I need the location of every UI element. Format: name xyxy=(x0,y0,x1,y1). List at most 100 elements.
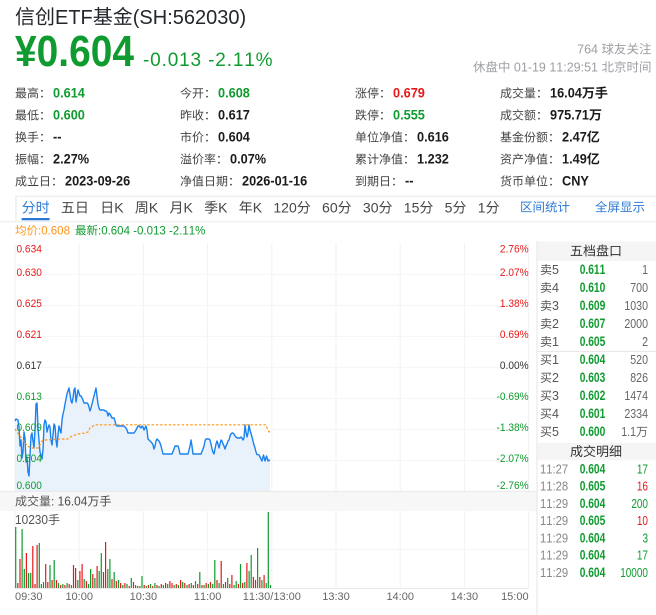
svg-text:11:29: 11:29 xyxy=(540,514,568,528)
svg-text:0.616: 0.616 xyxy=(417,129,449,145)
svg-text:200: 200 xyxy=(631,497,648,511)
svg-text:-0.013 -2.11%: -0.013 -2.11% xyxy=(143,50,273,71)
svg-text:16: 16 xyxy=(637,480,648,494)
svg-text:--: -- xyxy=(53,129,62,145)
svg-text:1: 1 xyxy=(478,200,486,216)
svg-text:10000: 10000 xyxy=(620,566,648,580)
svg-text:1: 1 xyxy=(552,335,559,349)
svg-text:0.609: 0.609 xyxy=(17,422,42,434)
svg-text:11:29: 11:29 xyxy=(540,549,568,563)
svg-text:1: 1 xyxy=(552,353,559,367)
svg-text:K: K xyxy=(253,200,263,216)
svg-text:5: 5 xyxy=(445,200,453,216)
svg-text:0.608: 0.608 xyxy=(218,85,250,101)
svg-text:11:30/13:00: 11:30/13:00 xyxy=(243,591,301,603)
svg-text:3: 3 xyxy=(552,299,559,313)
svg-text:0.613: 0.613 xyxy=(17,391,42,403)
svg-text:60: 60 xyxy=(322,200,338,216)
svg-text:2000: 2000 xyxy=(624,317,648,331)
svg-text:K: K xyxy=(183,200,193,216)
svg-text:0.601: 0.601 xyxy=(580,405,606,421)
svg-text:520: 520 xyxy=(630,353,648,367)
svg-text:975.71: 975.71 xyxy=(550,107,589,123)
svg-text:-0.69%: -0.69% xyxy=(497,391,529,403)
svg-text:1.232: 1.232 xyxy=(417,151,449,167)
svg-text:0.600: 0.600 xyxy=(53,107,85,123)
svg-text:0.605: 0.605 xyxy=(580,333,606,349)
svg-text:0.607: 0.607 xyxy=(580,315,606,331)
svg-text:0.630: 0.630 xyxy=(17,267,42,279)
svg-text:764: 764 xyxy=(577,43,601,57)
svg-text:14:00: 14:00 xyxy=(386,591,414,603)
svg-text:1030: 1030 xyxy=(624,299,648,313)
svg-text:0.604: 0.604 xyxy=(580,495,606,511)
svg-text:2023-09-26: 2023-09-26 xyxy=(65,173,130,189)
svg-text:0.605: 0.605 xyxy=(580,478,606,494)
svg-text:0.617: 0.617 xyxy=(17,360,42,372)
svg-text:-2.07%: -2.07% xyxy=(497,453,529,465)
svg-text:10230: 10230 xyxy=(15,513,48,527)
svg-text:0.617: 0.617 xyxy=(218,107,250,123)
svg-text:0.605: 0.605 xyxy=(580,512,606,528)
svg-text:4: 4 xyxy=(552,281,559,295)
svg-text:--: -- xyxy=(405,173,414,189)
svg-text:11:00: 11:00 xyxy=(194,591,222,603)
svg-text::0.604 -0.013 -2.11%: :0.604 -0.013 -2.11% xyxy=(98,226,205,238)
svg-text::0.608: :0.608 xyxy=(38,226,70,238)
svg-text:120: 120 xyxy=(273,200,297,216)
svg-text:0.00%: 0.00% xyxy=(500,360,529,372)
svg-text:2.07%: 2.07% xyxy=(500,267,529,279)
svg-text:15: 15 xyxy=(404,200,420,216)
svg-text:5: 5 xyxy=(552,425,559,439)
svg-text:30: 30 xyxy=(363,200,379,216)
svg-text:0.604: 0.604 xyxy=(580,564,606,580)
svg-text:10:00: 10:00 xyxy=(65,591,93,603)
svg-text:11:27: 11:27 xyxy=(540,462,568,476)
svg-text:0.610: 0.610 xyxy=(580,279,606,295)
svg-text:14:30: 14:30 xyxy=(451,591,479,603)
svg-text:11:29: 11:29 xyxy=(540,497,568,511)
svg-text:11:29: 11:29 xyxy=(540,531,568,545)
svg-text:0.600: 0.600 xyxy=(17,480,42,492)
svg-text:K: K xyxy=(114,200,124,216)
svg-text:0.69%: 0.69% xyxy=(500,329,529,341)
svg-text:16.04: 16.04 xyxy=(550,85,582,101)
svg-text:3: 3 xyxy=(552,389,559,403)
svg-text:10: 10 xyxy=(637,514,648,528)
svg-text:0.634: 0.634 xyxy=(17,244,42,256)
svg-text:01-19 11:29:51: 01-19 11:29:51 xyxy=(510,61,601,75)
svg-text:¥0.604: ¥0.604 xyxy=(15,27,134,76)
svg-text:0.614: 0.614 xyxy=(53,85,85,101)
svg-text:0.603: 0.603 xyxy=(580,369,606,385)
svg-text:0.604: 0.604 xyxy=(218,129,250,145)
svg-text:-2.76%: -2.76% xyxy=(497,480,529,492)
svg-text::: : xyxy=(51,495,58,509)
svg-text:15:00: 15:00 xyxy=(501,591,529,603)
svg-text:3: 3 xyxy=(642,531,648,545)
svg-text:1.38%: 1.38% xyxy=(500,298,529,310)
svg-text:0.609: 0.609 xyxy=(580,297,606,313)
svg-text:1.49: 1.49 xyxy=(562,151,587,167)
svg-text:4: 4 xyxy=(552,407,559,421)
svg-text:K: K xyxy=(149,200,159,216)
svg-text:700: 700 xyxy=(630,281,648,295)
svg-text:0.679: 0.679 xyxy=(393,85,425,101)
svg-text:2.76%: 2.76% xyxy=(500,244,529,256)
svg-text:0.604: 0.604 xyxy=(580,547,606,563)
svg-text:0.621: 0.621 xyxy=(17,329,42,341)
svg-text:K: K xyxy=(218,200,228,216)
svg-text:11:29: 11:29 xyxy=(540,566,568,580)
svg-text:0.625: 0.625 xyxy=(17,298,42,310)
svg-text:10:30: 10:30 xyxy=(130,591,158,603)
svg-text:0.611: 0.611 xyxy=(580,261,606,277)
svg-text:1.1: 1.1 xyxy=(621,425,636,439)
svg-text:13:30: 13:30 xyxy=(322,591,350,603)
svg-text:2.27%: 2.27% xyxy=(53,151,90,167)
svg-text:0.602: 0.602 xyxy=(580,387,606,403)
svg-text:0.555: 0.555 xyxy=(393,107,425,123)
svg-text:0.604: 0.604 xyxy=(580,529,606,545)
svg-text:CNY: CNY xyxy=(562,173,589,189)
svg-text:(SH:562030): (SH:562030) xyxy=(133,7,246,29)
svg-text:17: 17 xyxy=(637,549,648,563)
svg-text:2: 2 xyxy=(552,371,559,385)
